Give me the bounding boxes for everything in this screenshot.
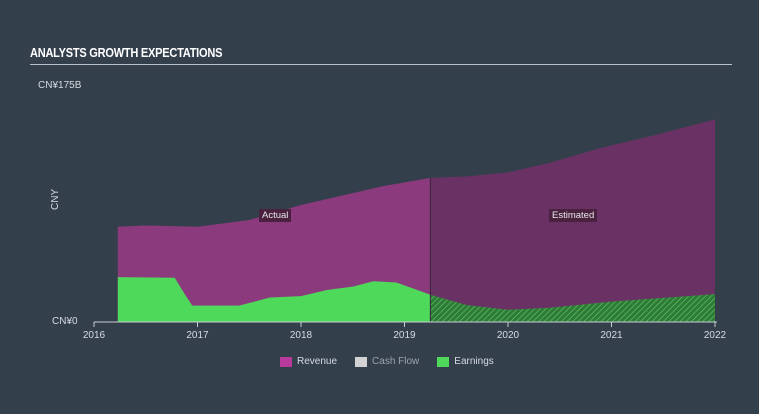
legend-revenue[interactable]: Revenue xyxy=(280,356,337,367)
title-divider xyxy=(30,64,732,65)
x-tick-label: 2021 xyxy=(600,330,623,341)
chart-title: ANALYSTS GROWTH EXPECTATIONS xyxy=(30,45,223,60)
earnings-area-actual xyxy=(117,277,431,322)
legend: Revenue Cash Flow Earnings xyxy=(280,356,494,367)
earnings-area-estimated xyxy=(430,294,715,322)
x-tick-label: 2022 xyxy=(704,330,727,341)
x-tick-label: 2016 xyxy=(83,330,106,341)
estimated-label: Estimated xyxy=(549,209,598,222)
legend-earnings[interactable]: Earnings xyxy=(437,356,494,367)
y-tick-min: CN¥0 xyxy=(52,316,78,327)
actual-label: Actual xyxy=(259,209,292,222)
revenue-area-actual xyxy=(117,177,431,322)
legend-swatch xyxy=(437,356,450,367)
legend-cash-flow[interactable]: Cash Flow xyxy=(355,356,419,367)
x-tick-label: 2020 xyxy=(497,330,520,341)
legend-swatch xyxy=(355,356,368,367)
x-tick-label: 2018 xyxy=(290,330,313,341)
x-tick-label: 2019 xyxy=(393,330,416,341)
legend-swatch xyxy=(280,356,292,367)
y-tick-max: CN¥175B xyxy=(38,80,82,91)
x-tick-label: 2017 xyxy=(186,330,209,341)
